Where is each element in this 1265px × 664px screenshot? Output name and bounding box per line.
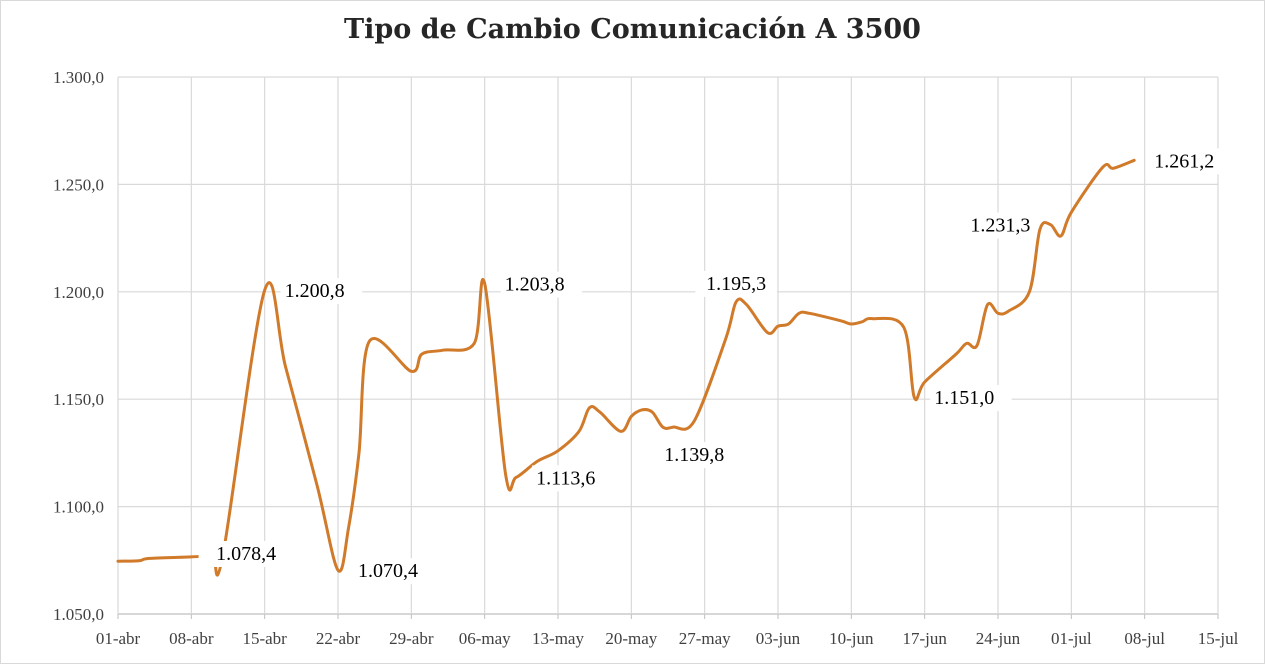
- data-label: 1.200,8: [285, 280, 345, 302]
- x-tick-label: 20-may: [605, 629, 657, 648]
- data-label: 1.231,3: [970, 215, 1030, 237]
- data-label: 1.070,4: [358, 560, 418, 582]
- x-tick-label: 08-jul: [1124, 629, 1165, 648]
- data-label: 1.139,8: [664, 444, 724, 466]
- x-tick-label: 15-abr: [242, 629, 287, 648]
- y-tick-label: 1.100,0: [53, 498, 104, 517]
- x-tick-label: 27-may: [679, 629, 731, 648]
- data-label-bg: [198, 540, 281, 567]
- x-tick-label: 08-abr: [169, 629, 214, 648]
- data-label-bg: [280, 278, 363, 305]
- data-label-bg: [695, 270, 777, 297]
- data-label: 1.203,8: [505, 274, 565, 296]
- data-label: 1.195,3: [706, 273, 766, 295]
- x-tick-label: 17-jun: [902, 629, 947, 648]
- axes: 1.050,0 1.100,0 1.150,0 1.200,0 1.250,0 1.300…: [53, 68, 1239, 648]
- data-label-bg: [500, 271, 583, 298]
- x-tick-label: 10-jun: [829, 629, 874, 648]
- y-tick-label: 1.050,0: [53, 605, 104, 624]
- x-tick-label: 29-abr: [389, 629, 434, 648]
- x-tick-label: 06-may: [459, 629, 511, 648]
- data-labels: 1.200,8 1.078,4 1.070,4 1.203,8 1.113,6 1.195…: [198, 148, 1232, 585]
- series-layer: [116, 158, 1136, 577]
- x-tick-label: 01-jul: [1051, 629, 1092, 648]
- x-tick-label: 15-jul: [1198, 629, 1239, 648]
- data-label: 1.113,6: [536, 467, 595, 489]
- series-line: [116, 158, 1136, 577]
- y-tick-label: 1.200,0: [53, 283, 104, 302]
- y-tick-label: 1.150,0: [53, 390, 104, 409]
- gridlines: [117, 76, 1219, 615]
- data-label-bg: [930, 385, 1012, 412]
- data-label: 1.078,4: [216, 543, 276, 565]
- data-label-bg: [532, 465, 614, 492]
- x-tick-label: 01-abr: [96, 629, 141, 648]
- data-label-bg: [354, 558, 436, 585]
- x-tick-label: 24-jun: [976, 629, 1021, 648]
- data-label: 1.151,0: [934, 387, 994, 409]
- x-tick-label: 03-jun: [756, 629, 801, 648]
- data-label-bg: [653, 442, 735, 469]
- x-tick-label: 13-may: [532, 629, 584, 648]
- data-label-bg: [952, 212, 1035, 239]
- data-label-bg: [1150, 148, 1232, 175]
- y-tick-label: 1.300,0: [53, 68, 104, 87]
- y-tick-label: 1.250,0: [53, 175, 104, 194]
- data-label: 1.261,2: [1154, 150, 1214, 172]
- chart-title: Tipo de Cambio Comunicación A 3500: [344, 14, 921, 45]
- x-tick-label: 22-abr: [316, 629, 361, 648]
